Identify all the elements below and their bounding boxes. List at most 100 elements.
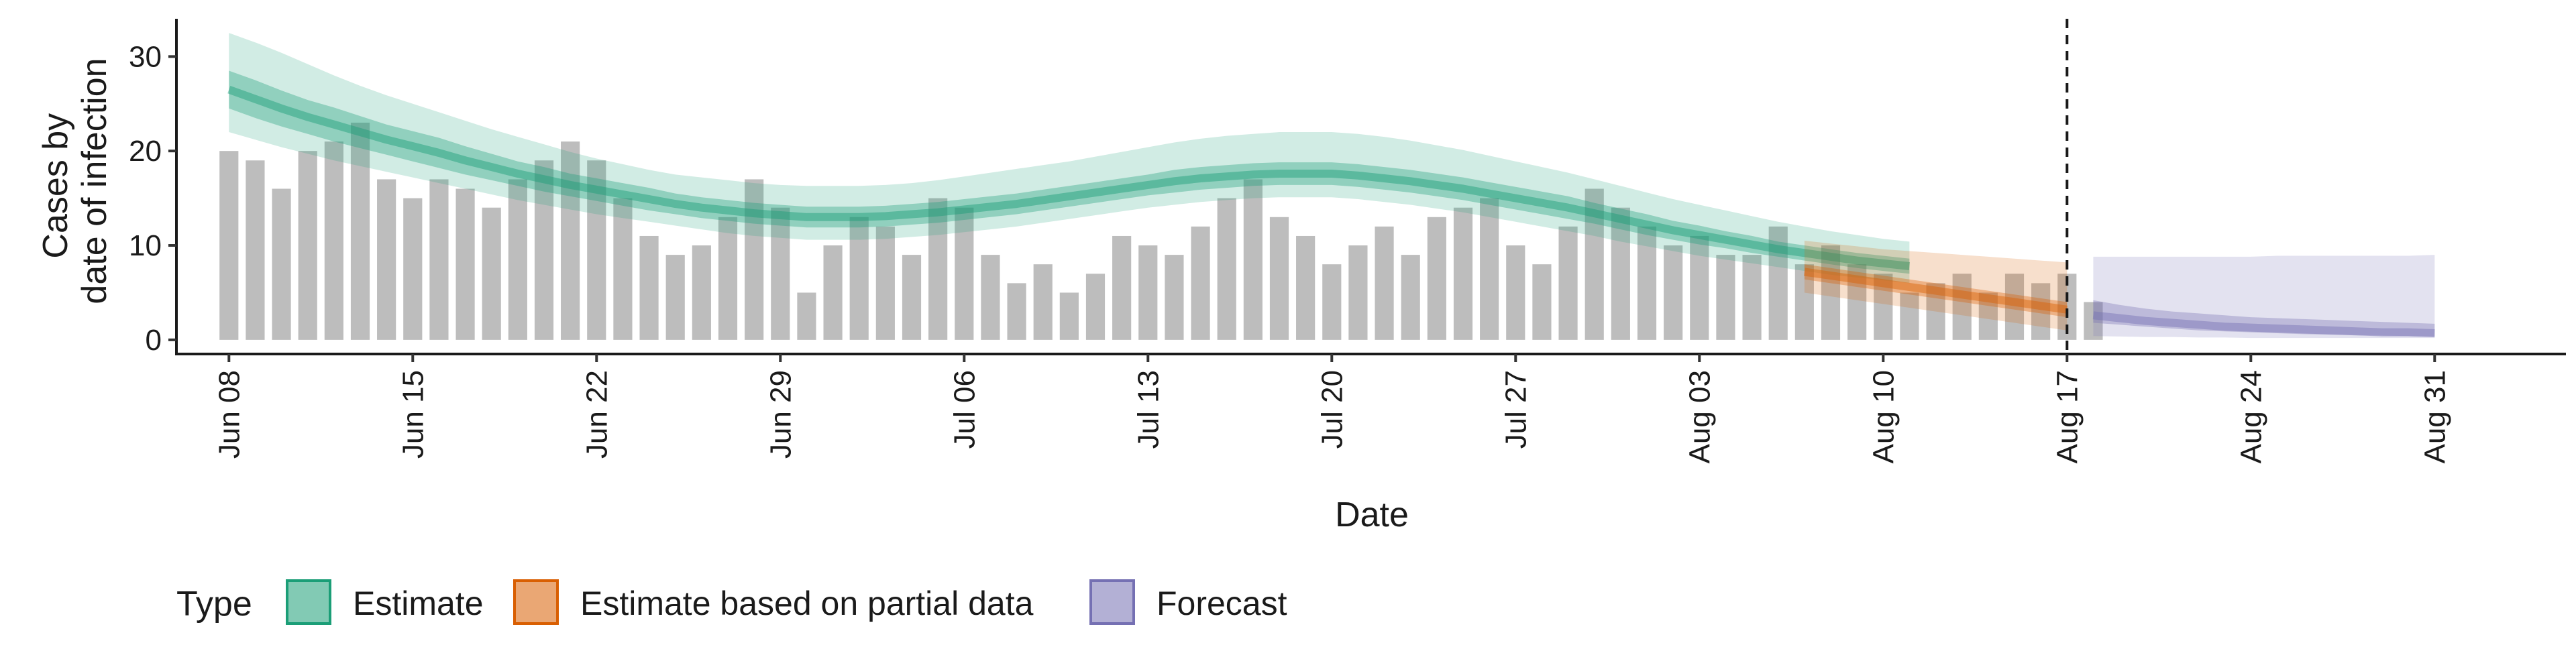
- observed-bar: [1637, 226, 1657, 340]
- x-tick-label: Jun 08: [213, 370, 246, 459]
- x-tick-label: Jul 27: [1499, 370, 1532, 449]
- observed-bar: [1532, 264, 1552, 340]
- axes: [175, 19, 2566, 355]
- x-tick-label: Aug 03: [1683, 370, 1716, 463]
- x-axis-label: Date: [1335, 495, 1409, 534]
- x-tick-label: Jun 22: [580, 370, 613, 459]
- legend-title: Type: [176, 585, 252, 624]
- y-tick-label: 10: [129, 229, 162, 262]
- observed-bar: [639, 235, 659, 340]
- forecast-inner-band: [2093, 300, 2435, 337]
- observed-bar: [1269, 217, 1289, 340]
- observed-bar: [1033, 264, 1053, 340]
- observed-bar: [1217, 198, 1236, 340]
- observed-bar: [1427, 217, 1446, 340]
- observed-bar: [1322, 264, 1342, 340]
- observed-bar: [1874, 274, 1893, 340]
- observed-bar: [1375, 226, 1394, 340]
- observed-bar: [2004, 274, 2025, 340]
- observed-bar: [613, 198, 633, 340]
- observed-bar: [981, 255, 1000, 340]
- y-axis-ticks: 0 10 20 30: [129, 40, 176, 357]
- forecast-median-line: [2092, 311, 2435, 337]
- observed-bar: [429, 179, 449, 340]
- observed-bar: [1558, 226, 1578, 340]
- observed-bar: [1821, 245, 1841, 340]
- observed-bar: [692, 245, 711, 340]
- observed-bar: [1007, 283, 1026, 340]
- x-tick-label: Jul 20: [1316, 370, 1348, 449]
- x-tick-label: Jul 06: [948, 370, 981, 449]
- observed-bar: [718, 217, 738, 340]
- observed-bar: [955, 207, 974, 340]
- observed-bar: [1794, 264, 1814, 340]
- observed-bar: [1742, 255, 1762, 340]
- observed-bar: [1768, 226, 1788, 340]
- observed-bar: [219, 151, 239, 340]
- x-tick-label: Aug 10: [1867, 370, 1900, 463]
- y-axis-label: Cases by date of infection: [36, 58, 114, 304]
- estimate-based-on-partial-data-inner-band: [1804, 264, 2068, 318]
- observed-bar: [1401, 255, 1420, 340]
- legend-key-forecast: [1089, 579, 1135, 625]
- y-axis-label-line-1: Cases by: [36, 113, 75, 259]
- observed-bars: [219, 122, 2103, 340]
- observed-bar: [350, 122, 370, 340]
- y-tick-label: 20: [129, 135, 162, 168]
- observed-bar: [797, 292, 816, 340]
- estimate-based-on-partial-data-median-line: [1804, 268, 2068, 314]
- observed-bar: [1926, 283, 1945, 340]
- observed-bar: [482, 207, 501, 340]
- observed-bar: [246, 160, 265, 340]
- observed-bar: [1900, 292, 1919, 340]
- observed-bar: [1480, 198, 1499, 340]
- observed-bar: [1952, 274, 1972, 340]
- observed-bar: [455, 188, 475, 340]
- observed-bar: [587, 160, 606, 340]
- observed-bar: [1191, 226, 1210, 340]
- observed-bar: [377, 179, 396, 340]
- observed-bar: [561, 141, 580, 340]
- x-tick-label: Jul 13: [1132, 370, 1165, 449]
- estimate-outer-band: [229, 33, 1910, 284]
- observed-bar: [1165, 255, 1184, 340]
- observed-bar: [665, 255, 685, 340]
- ribbons: [227, 33, 2435, 339]
- x-tick-label: Aug 24: [2235, 370, 2267, 463]
- x-tick-label: Jun 15: [396, 370, 429, 459]
- observed-bar: [771, 207, 790, 340]
- forecast-outer-band: [2093, 255, 2435, 339]
- legend-label: Forecast: [1157, 585, 1287, 622]
- x-axis-ticks: Jun 08 Jun 15 Jun 22 Jun 29 Jul 06 Jul 13 Jul …: [213, 354, 2451, 463]
- observed-bar: [902, 255, 922, 340]
- observed-bar: [1085, 274, 1106, 340]
- observed-bar: [2031, 283, 2051, 340]
- observed-bar: [1453, 207, 1473, 340]
- legend-key-estimate: [286, 579, 331, 625]
- observed-bar: [1506, 245, 1525, 340]
- observed-bar: [1296, 235, 1316, 340]
- estimate-median-line: [227, 85, 1911, 270]
- observed-bar: [1690, 235, 1709, 340]
- observed-bar: [928, 198, 948, 340]
- observed-bar: [875, 226, 895, 340]
- observed-bar: [1138, 245, 1158, 340]
- estimate-based-on-partial-data-outer-band: [1804, 241, 2068, 331]
- observed-bar: [1978, 292, 1998, 340]
- observed-bar: [1585, 188, 1604, 340]
- observed-bar: [298, 151, 317, 340]
- observed-bar: [1059, 292, 1079, 340]
- observed-bar: [403, 198, 423, 340]
- observed-bar: [1847, 264, 1867, 340]
- legend-label: Estimate: [353, 585, 484, 622]
- observed-bar: [324, 141, 343, 340]
- observed-bar: [2084, 302, 2103, 340]
- observed-bar: [272, 188, 291, 340]
- observed-bar: [508, 179, 527, 340]
- observed-bar: [534, 160, 554, 340]
- y-axis-label-line-2: date of infection: [75, 58, 114, 304]
- observed-bar: [1664, 245, 1683, 340]
- observed-bar: [849, 217, 869, 340]
